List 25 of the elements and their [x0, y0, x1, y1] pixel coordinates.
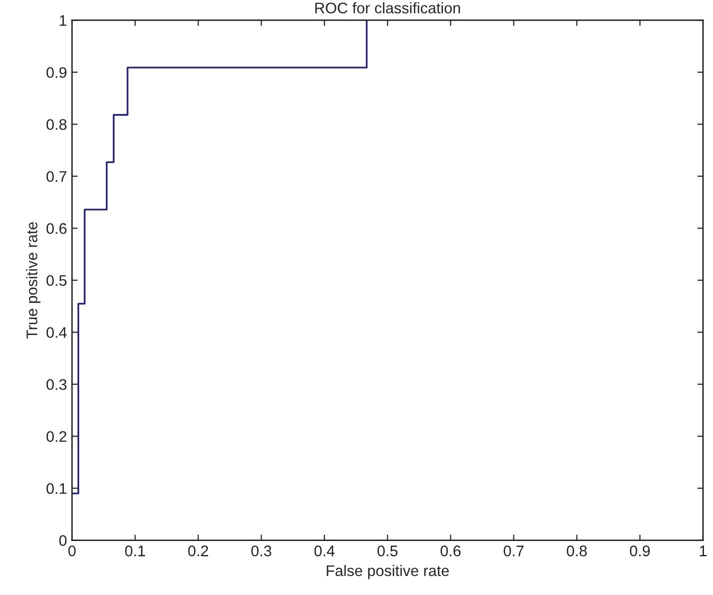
- y-tick-label: 0.7: [46, 171, 66, 182]
- x-tick-label: 0.8: [566, 546, 587, 556]
- y-tick-label: 0.6: [46, 223, 66, 234]
- x-axis-title: False positive rate: [326, 564, 449, 580]
- y-tick-label: 0.2: [46, 431, 66, 442]
- y-tick-label: 0.9: [46, 67, 66, 78]
- y-tick-label: 0.3: [46, 379, 66, 390]
- y-tick-label: 0: [59, 535, 67, 546]
- x-tick-label: 0: [68, 546, 76, 556]
- y-tick-label: 0.8: [46, 119, 66, 130]
- y-axis-title: True positive rate: [26, 222, 40, 339]
- x-tick-label: 0.5: [377, 546, 398, 556]
- x-tick-label: 0.7: [504, 546, 524, 556]
- y-tick-label: 0.5: [46, 275, 67, 286]
- x-tick-label: 0.6: [440, 546, 461, 556]
- y-tick-label: 0.4: [46, 327, 67, 338]
- x-tick-label: 0.9: [630, 546, 650, 556]
- x-tick-label: 1: [700, 546, 707, 556]
- y-tick-label: 0.1: [46, 483, 66, 494]
- x-tick-label: 0.4: [314, 546, 335, 556]
- y-tick-label: 1: [60, 15, 66, 26]
- chart-title: ROC for classification: [315, 2, 460, 14]
- x-tick-label: 0.3: [251, 546, 272, 556]
- x-tick-label: 0.1: [125, 546, 145, 556]
- x-tick-label: 0.2: [188, 546, 208, 556]
